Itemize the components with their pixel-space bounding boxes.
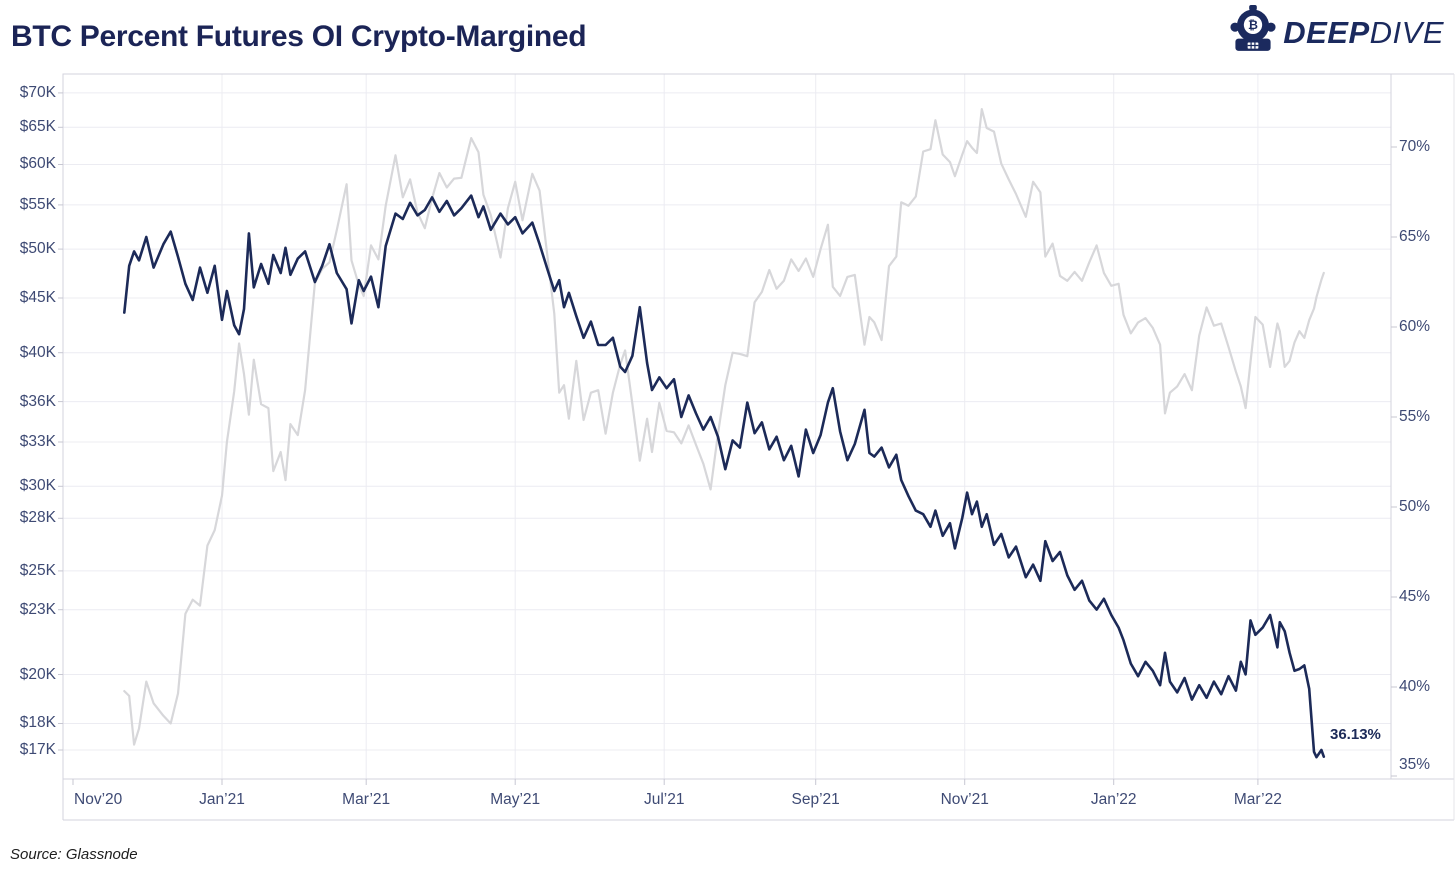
x-axis-label: Sep’21 (791, 791, 840, 808)
y-axis-label-left: $65K (19, 118, 56, 136)
y-axis-label-left: $25K (19, 561, 56, 579)
y-axis-label-left: $30K (19, 477, 56, 495)
y-axis-label-left: $45K (19, 289, 56, 307)
y-axis-label-left: $70K (19, 83, 56, 101)
brand-deep: DEEP (1283, 15, 1370, 50)
page-title: BTC Percent Futures OI Crypto-Margined (11, 20, 587, 53)
y-axis-label-left: $28K (19, 509, 56, 527)
y-axis-label-right: 55% (1399, 408, 1431, 425)
y-axis-label-right: 35% (1399, 756, 1431, 773)
x-axis-label: Nov’20 (74, 791, 123, 808)
y-axis-label-right: 50% (1399, 498, 1431, 515)
y-axis-label-left: $36K (19, 392, 56, 410)
y-axis-label-left: $23K (19, 600, 56, 618)
x-axis-label: Nov’21 (940, 791, 989, 808)
brand-dive: DIVE (1369, 15, 1444, 50)
y-axis-label-right: 45% (1399, 588, 1431, 605)
y-axis-label-left: $17K (19, 741, 56, 758)
y-axis-label-right: 60% (1399, 318, 1431, 335)
oi-percent-line (123, 194, 1326, 759)
diver-helmet-icon: ₿ (1230, 4, 1276, 62)
x-axis-label: May’21 (490, 791, 541, 808)
source-note: Source: Glassnode (10, 846, 138, 863)
y-axis-label-left: $50K (19, 240, 56, 258)
brand-wordmark: DEEPDIVE (1283, 15, 1444, 51)
svg-text:₿: ₿ (1248, 18, 1258, 32)
x-axis-label: Jan’21 (199, 791, 245, 808)
brand-logo: ₿ DEEPDIVE (1230, 4, 1444, 62)
y-axis-label-left: $33K (19, 433, 56, 451)
x-axis-label: Jul’21 (643, 791, 685, 808)
plot-border (62, 73, 1392, 780)
y-axis-label-right: 40% (1399, 678, 1431, 695)
y-axis-label-left: $55K (19, 195, 56, 213)
y-axis-label-right: 70% (1399, 138, 1431, 155)
x-axis-label: Mar’21 (342, 791, 391, 808)
y-axis-label-left: $20K (19, 665, 56, 683)
y-axis-label-left: $40K (19, 343, 56, 361)
x-axis-label: Mar’22 (1233, 791, 1282, 808)
y-axis-label-left: $18K (19, 714, 56, 732)
y-axis-label-left: $60K (19, 155, 56, 173)
last-value-annotation: 36.13% (1330, 726, 1381, 743)
y-axis-label-right: 65% (1399, 228, 1431, 245)
x-axis-label: Jan’22 (1090, 791, 1137, 808)
